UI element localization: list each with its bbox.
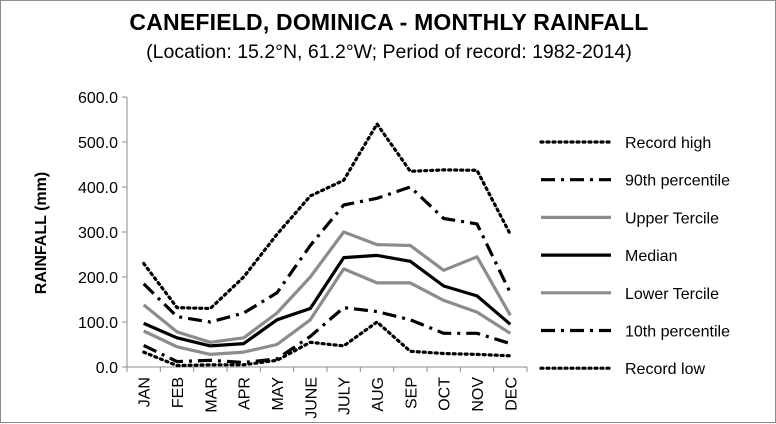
- x-tick-label: JUNE: [303, 377, 320, 419]
- x-tick-label: NOV: [470, 377, 487, 412]
- x-tick-label: JAN: [137, 377, 154, 407]
- x-tick-label: AUG: [370, 377, 387, 412]
- x-tick-label: OCT: [437, 377, 454, 411]
- y-tick-label: 400.0: [78, 180, 118, 197]
- series-line-2: [142, 185, 512, 324]
- series-line-4: [143, 253, 512, 348]
- x-tick-label: SEP: [403, 377, 420, 409]
- x-tick-label: DEC: [503, 377, 520, 411]
- y-axis-label: RAINFALL (mm): [33, 172, 50, 294]
- series-line-7: [142, 320, 512, 368]
- series-line-1: [142, 122, 512, 311]
- y-tick-label: 0.0: [96, 360, 118, 377]
- x-tick-label: APR: [237, 377, 254, 410]
- legend-label-4: Median: [625, 248, 677, 265]
- x-tick-label: FEB: [170, 377, 187, 408]
- y-tick-label: 600.0: [78, 90, 118, 107]
- y-tick-label: 300.0: [78, 225, 118, 242]
- series-line-6: [143, 306, 511, 365]
- legend-label-6: 10th percentile: [625, 324, 730, 341]
- x-tick-label: JULY: [337, 377, 354, 415]
- series-line-3: [142, 230, 512, 344]
- x-tick-label: MAY: [270, 377, 287, 411]
- y-tick-label: 100.0: [78, 315, 118, 332]
- legend-label-3: Upper Tercile: [625, 210, 719, 227]
- series-line-5: [143, 267, 512, 356]
- chart-subtitle: (Location: 15.2°N, 61.2°W; Period of rec…: [146, 41, 632, 63]
- legend-label-5: Lower Tercile: [625, 286, 719, 303]
- x-tick-label: MAR: [203, 377, 220, 413]
- chart-title: CANEFIELD, DOMINICA - MONTHLY RAINFALL: [129, 9, 649, 35]
- legend-label-2: 90th percentile: [625, 173, 730, 190]
- legend-label-7: Record low: [625, 361, 705, 378]
- legend-label-1: Record high: [625, 135, 711, 152]
- y-tick-label: 200.0: [78, 270, 118, 287]
- y-tick-label: 500.0: [78, 135, 118, 152]
